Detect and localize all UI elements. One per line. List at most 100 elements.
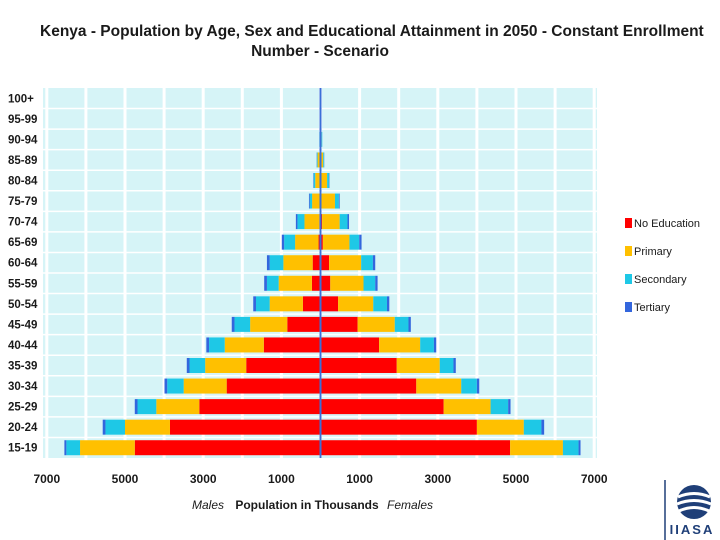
bar-male-tertiary	[266, 255, 270, 271]
age-group-label: 75-79	[8, 196, 37, 208]
age-group-label: 55-59	[8, 278, 37, 290]
bar-male-no-education	[263, 337, 321, 353]
bar-female-tertiary	[541, 419, 545, 435]
bar-male-tertiary	[206, 337, 210, 353]
bar-female-no-education	[320, 275, 331, 291]
bar-male-primary	[224, 337, 264, 353]
age-group-label: 60-64	[8, 258, 38, 270]
bar-female-secondary	[439, 358, 454, 373]
x-tick-label: 5000	[503, 472, 530, 486]
bar-male-primary	[315, 173, 320, 188]
bar-male-secondary	[234, 316, 251, 332]
bar-male-no-education	[302, 296, 321, 312]
bar-female-tertiary	[359, 234, 362, 250]
bar-male-no-education	[199, 399, 321, 415]
x-tick-label: 3000	[424, 472, 451, 486]
legend-swatch-primary	[625, 246, 632, 256]
bar-female-primary	[396, 358, 440, 373]
legend-label-no-education: No Education	[634, 218, 700, 230]
bar-male-tertiary	[64, 440, 67, 456]
iiasa-logo-text: IIASA	[669, 522, 715, 537]
bar-female-secondary	[334, 193, 339, 209]
bar-male-no-education	[134, 440, 321, 456]
bar-male-secondary	[316, 152, 318, 168]
bar-female-no-education	[320, 234, 323, 250]
bar-female-secondary	[361, 255, 373, 271]
legend-swatch-tertiary	[625, 302, 632, 312]
legend-label-primary: Primary	[634, 246, 672, 258]
bar-female-primary	[322, 234, 350, 250]
bar-male-primary	[278, 275, 312, 291]
bar-male-secondary	[255, 296, 270, 312]
x-tick-label: 1000	[346, 472, 373, 486]
bar-female-primary	[443, 399, 491, 415]
age-group-label: 40-44	[8, 340, 38, 352]
bar-female-no-education	[320, 440, 511, 456]
bar-female-secondary	[339, 214, 348, 230]
bar-male-secondary	[167, 378, 184, 394]
bar-male-primary	[250, 316, 288, 332]
bar-female-primary	[357, 316, 395, 332]
bar-male-no-education	[226, 378, 321, 394]
bar-female-primary	[476, 419, 524, 435]
bar-female-primary	[338, 296, 374, 312]
bar-male-secondary	[284, 234, 296, 250]
bar-male-secondary	[66, 440, 81, 456]
bar-female-tertiary	[338, 193, 340, 209]
x-tick-label: 1000	[268, 472, 295, 486]
bar-female-tertiary	[372, 255, 376, 271]
bar-male-tertiary	[308, 193, 310, 209]
males-label: Males	[192, 498, 224, 512]
age-group-label: 50-54	[8, 299, 38, 311]
bar-female-primary	[322, 214, 340, 230]
legend-label-tertiary: Tertiary	[634, 302, 671, 314]
bar-male-tertiary	[231, 316, 235, 332]
age-group-label: 70-74	[8, 217, 38, 229]
bar-female-secondary	[321, 131, 323, 147]
bar-female-no-education	[320, 296, 339, 312]
bar-male-secondary	[189, 358, 206, 373]
bar-female-secondary	[327, 173, 330, 188]
bar-male-no-education	[287, 316, 321, 332]
bar-female-secondary	[373, 296, 387, 312]
bar-female-primary	[379, 337, 421, 353]
bar-female-primary	[321, 193, 335, 209]
bar-female-no-education	[320, 358, 397, 373]
bar-male-no-education	[312, 255, 321, 271]
age-group-label: 25-29	[8, 402, 37, 414]
bar-female-primary	[320, 152, 324, 168]
bar-male-primary	[156, 399, 200, 415]
chart-title: Kenya - Population by Age, Sex and Educa…	[40, 22, 704, 62]
bar-female-primary	[330, 275, 364, 291]
bar-female-no-education	[320, 255, 330, 271]
bar-male-secondary	[137, 399, 157, 415]
bar-female-tertiary	[386, 296, 390, 312]
age-group-label: 85-89	[8, 155, 37, 167]
bar-female-primary	[321, 173, 328, 188]
bar-male-primary	[317, 152, 320, 168]
bar-male-primary	[312, 193, 320, 209]
bar-female-no-education	[320, 399, 444, 415]
bar-male-tertiary	[134, 399, 138, 415]
bar-male-primary	[283, 255, 313, 271]
bar-female-tertiary	[408, 316, 411, 332]
chart-title-line-2: Number - Scenario	[251, 43, 389, 60]
age-group-label: 45-49	[8, 319, 37, 331]
bar-female-secondary	[461, 378, 477, 394]
bar-male-tertiary	[295, 214, 298, 230]
bar-female-no-education	[320, 337, 380, 353]
age-group-label: 100+	[8, 93, 34, 105]
bar-female-no-education	[320, 316, 358, 332]
age-group-label: 90-94	[8, 134, 38, 146]
bar-female-primary	[510, 440, 563, 456]
bar-female-secondary	[394, 316, 409, 332]
age-group-label: 65-69	[8, 237, 37, 249]
bar-female-secondary	[323, 152, 325, 168]
age-group-label: 20-24	[8, 422, 38, 434]
age-group-label: 35-39	[8, 361, 37, 373]
bar-female-tertiary	[508, 399, 511, 415]
bar-male-tertiary	[164, 378, 168, 394]
females-label: Females	[387, 498, 433, 512]
bar-male-primary	[125, 419, 170, 435]
